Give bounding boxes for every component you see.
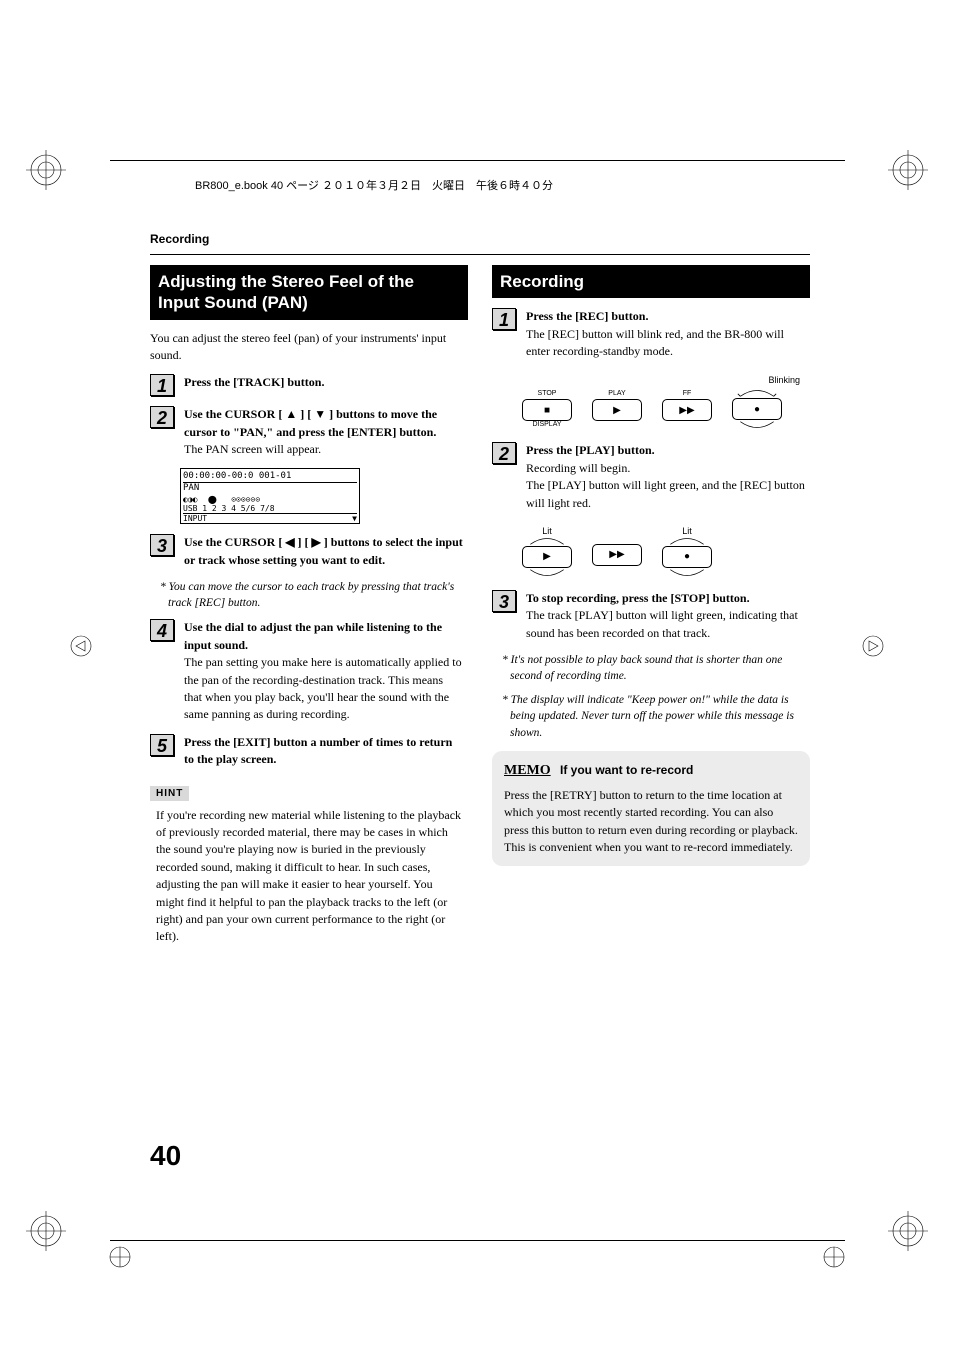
header-rule (110, 160, 845, 161)
step-2-sub: The PAN screen will appear. (184, 442, 321, 456)
lit-label-2: Lit (682, 526, 692, 536)
step-3-note: * You can move the cursor to each track … (150, 579, 468, 611)
rec-lit-button-icon: ● (662, 546, 712, 568)
r-step-1: 1 Press the [REC] button. The [REC] butt… (492, 308, 810, 360)
memo-body: Press the [RETRY] button to return to th… (504, 787, 798, 857)
lcd-screen: 00:00:00-00:0 001-01 PAN ◐◑◐ ⬤ ⊙⊙⊙⊙⊙⊙ US… (180, 468, 360, 524)
page-number: 40 (150, 1140, 181, 1172)
blink-arc-bottom-icon (732, 420, 782, 430)
step-2-text: Use the CURSOR [ ▲ ] [ ▼ ] buttons to mo… (184, 407, 437, 438)
lit-arc-b-icon (522, 568, 572, 578)
r-step-number-3: 3 (492, 590, 516, 612)
right-title-bar: Recording (492, 265, 810, 298)
r-step-number-1: 1 (492, 308, 516, 330)
registration-mark-top-left (26, 150, 66, 190)
memo-label: MEMO (504, 763, 551, 778)
play-button-icon: ▶ (592, 399, 642, 421)
stop-label: STOP (538, 390, 557, 397)
blink-arc-icon (732, 388, 782, 398)
step-number-2: 2 (150, 406, 174, 428)
registration-mark-bottom-left (26, 1211, 66, 1251)
section-rule (150, 254, 810, 255)
r-step-1-sub: The [REC] button will blink red, and the… (526, 327, 784, 358)
crop-arrow-left-icon (70, 635, 92, 657)
lcd-line-usb: USB 1 2 3 4 5/6 7/8 (183, 504, 357, 513)
crop-mark-bl-icon (108, 1245, 132, 1269)
play-lit-button-icon: ▶ (522, 546, 572, 568)
step-1: 1 Press the [TRACK] button. (150, 374, 468, 396)
crop-arrow-right-icon (862, 635, 884, 657)
left-column: Adjusting the Stereo Feel of the Input S… (150, 265, 468, 952)
memo-box: MEMO If you want to re-record Press the … (492, 751, 810, 867)
r-step-2-sub1: Recording will begin. (526, 461, 630, 475)
stop-button-icon: ■ (522, 399, 572, 421)
ff-button-icon: ▶▶ (662, 399, 712, 421)
lit-arc-icon (522, 536, 572, 546)
pan-knob-icon: ⬤ ⊙⊙⊙⊙⊙⊙ (208, 495, 260, 504)
r-step-3: 3 To stop recording, press the [STOP] bu… (492, 590, 810, 642)
step-number-3: 3 (150, 534, 174, 556)
step-4-text: Use the dial to adjust the pan while lis… (184, 620, 442, 651)
header-breadcrumb: BR800_e.book 40 ページ ２０１０年３月２日 火曜日 午後６時４０… (195, 177, 553, 193)
lcd-line-time: 00:00:00-00:0 001-01 (183, 471, 357, 483)
ff-label: FF (683, 390, 692, 397)
step-number-4: 4 (150, 619, 174, 641)
crop-mark-br-icon (822, 1245, 846, 1269)
lit-arc-2b-icon (662, 568, 712, 578)
registration-mark-top-right (888, 150, 928, 190)
ff-button-icon-2: ▶▶ (592, 544, 642, 566)
left-intro: You can adjust the stereo feel (pan) of … (150, 330, 468, 365)
blinking-label: Blinking (768, 375, 800, 385)
r-step-3-text: To stop recording, press the [STOP] butt… (526, 591, 750, 605)
lit-label-1: Lit (542, 526, 552, 536)
step-3-text: Use the CURSOR [ ◀ ] [ ▶ ] buttons to se… (178, 534, 464, 569)
page-content: Recording Adjusting the Stereo Feel of t… (150, 232, 810, 952)
step-1-text: Press the [TRACK] button. (178, 374, 464, 391)
transport-diagram-2: Lit ▶ ▶▶ Lit ● (522, 522, 810, 578)
display-label: DISPLAY (532, 421, 561, 428)
hint-badge: HINT (150, 786, 189, 801)
step-3: 3 Use the CURSOR [ ◀ ] [ ▶ ] buttons to … (150, 534, 468, 569)
transport-diagram-1: Blinking STOP ■ DISPLAY PLAY ▶ FF ▶▶ (522, 370, 810, 430)
r-step-3-note2: * The display will indicate "Keep power … (492, 692, 810, 740)
r-step-3-sub: The track [PLAY] button will light green… (526, 608, 798, 639)
step-4: 4 Use the dial to adjust the pan while l… (150, 619, 468, 723)
footer-rule (110, 1240, 845, 1241)
r-step-2-sub2: The [PLAY] button will light green, and … (526, 478, 805, 509)
lit-arc-2-icon (662, 536, 712, 546)
r-step-number-2: 2 (492, 442, 516, 464)
r-step-3-note1: * It's not possible to play back sound t… (492, 652, 810, 684)
play-label: PLAY (608, 390, 625, 397)
rec-button-icon: ● (732, 398, 782, 420)
right-column: Recording 1 Press the [REC] button. The … (492, 265, 810, 952)
step-5-text: Press the [EXIT] button a number of time… (178, 734, 464, 769)
down-triangle-icon: ▼ (352, 514, 357, 523)
r-step-1-text: Press the [REC] button. (526, 309, 648, 323)
step-5: 5 Press the [EXIT] button a number of ti… (150, 734, 468, 769)
memo-title-text: If you want to re-record (560, 763, 693, 777)
lcd-line-input: INPUT (183, 514, 207, 523)
step-number-1: 1 (150, 374, 174, 396)
step-4-sub: The pan setting you make here is automat… (184, 655, 462, 721)
hint-body: If you're recording new material while l… (150, 807, 468, 952)
section-label: Recording (150, 232, 810, 248)
r-step-2-text: Press the [PLAY] button. (526, 443, 655, 457)
r-step-2: 2 Press the [PLAY] button. Recording wil… (492, 442, 810, 512)
left-title-bar: Adjusting the Stereo Feel of the Input S… (150, 265, 468, 320)
step-2: 2 Use the CURSOR [ ▲ ] [ ▼ ] buttons to … (150, 406, 468, 458)
registration-mark-bottom-right (888, 1211, 928, 1251)
step-number-5: 5 (150, 734, 174, 756)
lcd-line-pan: PAN (183, 483, 357, 493)
